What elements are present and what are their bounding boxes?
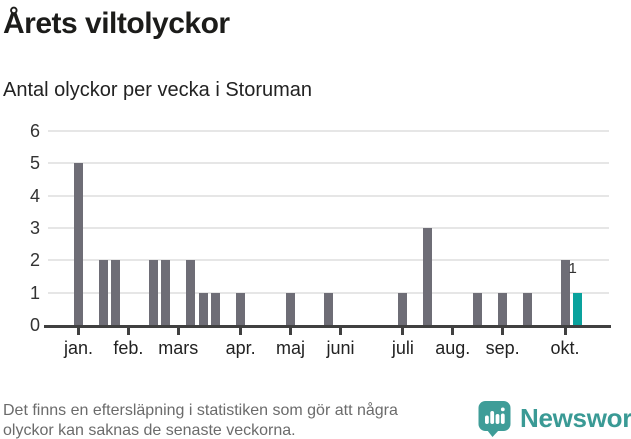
y-axis-label-3: 3 — [29, 218, 40, 238]
y-axis-label-2: 2 — [29, 250, 40, 271]
newsworthy-logo: Newsworthy — [477, 399, 631, 437]
bar-week-3 — [98, 260, 108, 325]
x-tick-juli — [401, 328, 405, 335]
data-lag-disclaimer: Det finns en eftersläpning i statistiken… — [3, 401, 398, 439]
x-tick-sep — [501, 328, 505, 335]
gridline-y-3 — [48, 227, 609, 229]
bar-week-1 — [74, 163, 83, 325]
bar-week-4 — [111, 260, 121, 325]
x-axis-line — [44, 325, 611, 328]
bar-week-27 — [398, 292, 408, 325]
x-tick-jan — [77, 328, 80, 335]
bar-week-40 — [560, 260, 570, 325]
x-tick-aug — [451, 328, 455, 335]
x-tick-apr — [239, 328, 243, 335]
x-tick-maj — [289, 328, 293, 335]
bar-week-29 — [423, 228, 433, 325]
page-title: Årets viltolyckor — [3, 7, 230, 40]
bar-week-18 — [286, 292, 296, 325]
gridline-y-2 — [48, 259, 609, 262]
highlighted-bar-week-41 — [573, 292, 582, 325]
x-tick-mars — [176, 328, 180, 335]
x-axis-label-juli: juli — [391, 338, 414, 358]
x-axis-label-aug: aug. — [435, 338, 471, 358]
bar-week-11 — [198, 292, 208, 325]
bar-week-35 — [498, 292, 508, 325]
gridline-y-6 — [48, 130, 609, 133]
x-axis-label-feb: feb. — [113, 338, 144, 358]
highlight-value-label: 1 — [568, 260, 577, 277]
bar-week-7 — [148, 260, 158, 325]
y-axis-label-0: 0 — [29, 315, 40, 335]
x-axis-label-mars: mars — [158, 338, 199, 358]
x-tick-okt — [563, 328, 567, 335]
bar-week-21 — [323, 292, 333, 325]
bar-week-37 — [523, 292, 533, 325]
gridline-y-5 — [48, 162, 609, 165]
gridline-y-4 — [48, 194, 609, 197]
x-axis-label-apr: apr. — [225, 338, 256, 358]
disclaimer-line-2: olyckor kan saknas de senaste veckorna. — [3, 422, 296, 439]
weekly-accidents-bar-chart: 0 1 2 3 4 5 6 1 jan. feb. mars apr. maj juni juli aug. s… — [0, 118, 631, 368]
x-axis-label-juni: juni — [326, 338, 355, 358]
x-tick-feb — [126, 328, 130, 335]
bar-week-8 — [161, 260, 171, 325]
newsworthy-logo-text: Newsworthy — [520, 402, 631, 433]
chart-subtitle: Antal olyckor per vecka i Storuman — [3, 79, 313, 101]
y-axis-label-4: 4 — [29, 185, 40, 206]
y-axis-label-6: 6 — [29, 121, 40, 142]
bar-week-10 — [186, 260, 196, 325]
newsworthy-speech-bubble-icon — [478, 401, 511, 437]
x-tick-juni — [338, 328, 342, 335]
y-axis-label-1: 1 — [29, 282, 40, 303]
bar-week-12 — [211, 292, 221, 325]
disclaimer-line-1: Det finns en eftersläpning i statistiken… — [3, 402, 398, 419]
bar-week-33 — [473, 292, 483, 325]
x-axis-label-maj: maj — [276, 338, 306, 358]
x-axis-label-jan: jan. — [63, 338, 94, 358]
y-axis-label-5: 5 — [29, 153, 40, 174]
bar-week-14 — [236, 292, 246, 325]
x-axis-label-okt: okt. — [550, 338, 580, 358]
x-axis-label-sep: sep. — [485, 338, 520, 358]
